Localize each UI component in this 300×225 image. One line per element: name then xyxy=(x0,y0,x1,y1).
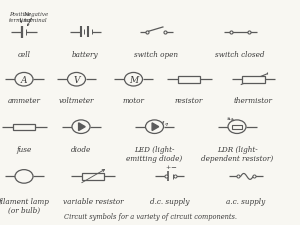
Text: variable resistor: variable resistor xyxy=(63,197,123,205)
Circle shape xyxy=(72,120,90,134)
Text: LED (light-
emitting diode): LED (light- emitting diode) xyxy=(126,145,183,162)
Text: A: A xyxy=(21,75,27,84)
Text: d.c. supply: d.c. supply xyxy=(150,197,189,205)
Text: voltmeter: voltmeter xyxy=(59,96,94,104)
Text: Circuit symbols for a variety of circuit components.: Circuit symbols for a variety of circuit… xyxy=(64,212,236,220)
Text: Positive
terminal: Positive terminal xyxy=(9,12,32,23)
Bar xyxy=(242,76,265,83)
Text: switch closed: switch closed xyxy=(215,51,265,58)
Text: ammeter: ammeter xyxy=(8,96,41,104)
Polygon shape xyxy=(79,123,85,131)
Polygon shape xyxy=(152,123,159,131)
Text: fuse: fuse xyxy=(16,145,32,153)
Text: +: + xyxy=(165,164,170,169)
Text: diode: diode xyxy=(71,145,91,153)
Circle shape xyxy=(228,120,246,134)
Text: −: − xyxy=(170,163,176,171)
Text: Negative
terminal: Negative terminal xyxy=(23,12,48,23)
Bar xyxy=(13,124,35,130)
Circle shape xyxy=(124,73,142,87)
Text: a.c. supply: a.c. supply xyxy=(226,197,266,205)
Text: filament lamp
(or bulb): filament lamp (or bulb) xyxy=(0,197,50,214)
Circle shape xyxy=(68,73,85,87)
Circle shape xyxy=(15,170,33,183)
Bar xyxy=(232,125,242,129)
Bar xyxy=(178,76,200,83)
Text: LDR (light-
dependent resistor): LDR (light- dependent resistor) xyxy=(201,145,273,162)
Text: V: V xyxy=(73,75,80,84)
Bar xyxy=(82,173,104,180)
Text: thermistor: thermistor xyxy=(234,96,273,104)
Text: motor: motor xyxy=(122,96,145,104)
Text: battery: battery xyxy=(72,51,99,58)
Text: cell: cell xyxy=(17,51,31,58)
Text: resistor: resistor xyxy=(175,96,203,104)
Circle shape xyxy=(15,73,33,87)
Circle shape xyxy=(146,120,164,134)
Text: switch open: switch open xyxy=(134,51,178,58)
Text: M: M xyxy=(129,75,138,84)
